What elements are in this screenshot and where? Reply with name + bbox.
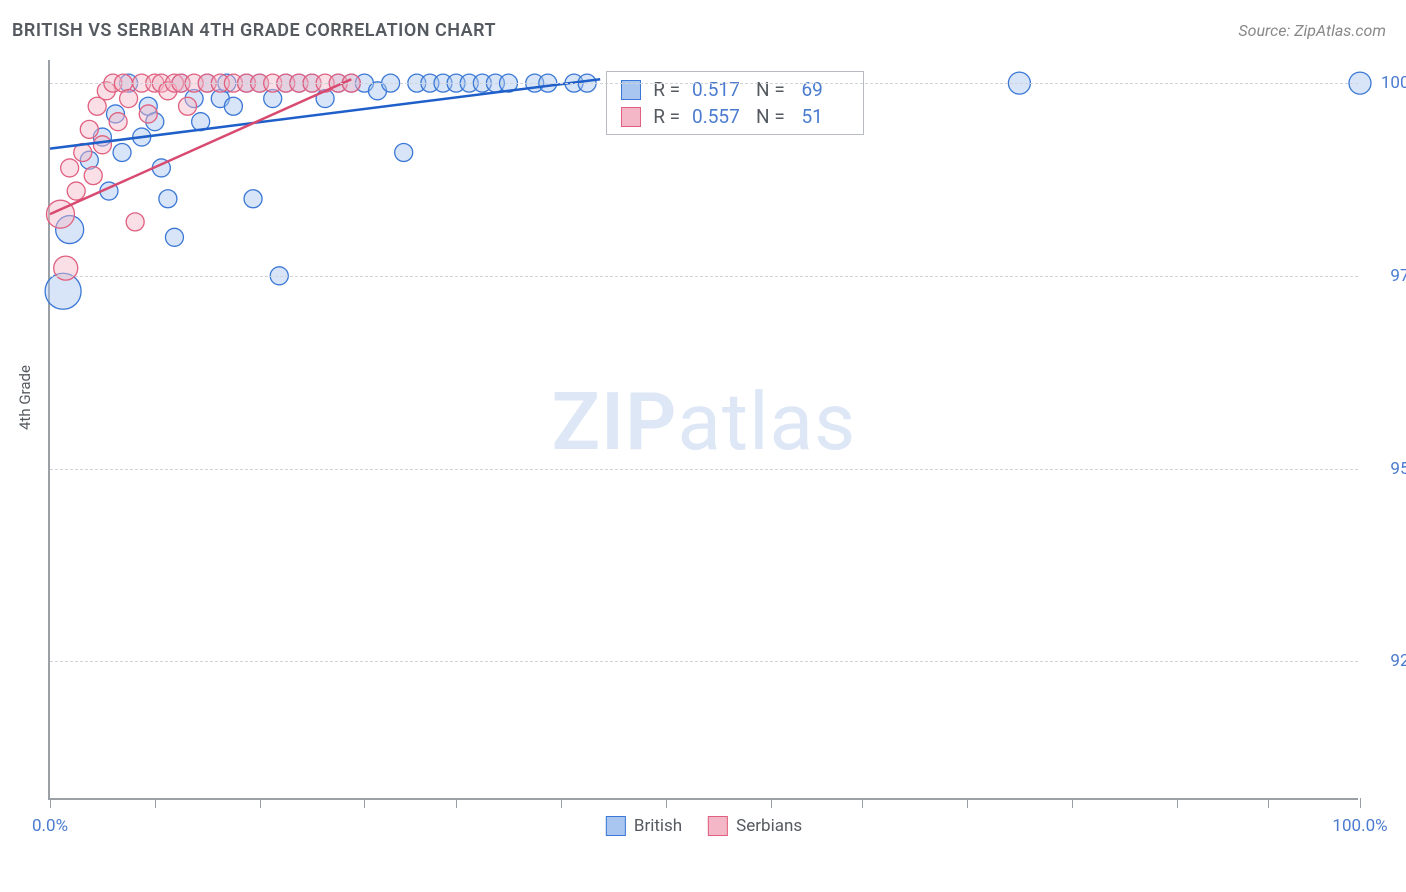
data-point xyxy=(244,190,262,208)
n-label: N = xyxy=(756,105,785,128)
header-row: BRITISH VS SERBIAN 4TH GRADE CORRELATION… xyxy=(12,20,1386,41)
x-tick xyxy=(1177,798,1178,808)
r-value: 0.517 xyxy=(692,78,744,101)
data-point xyxy=(61,159,79,177)
x-tick xyxy=(1268,798,1269,808)
chart-svg xyxy=(50,60,1358,798)
data-point xyxy=(67,182,85,200)
x-tick xyxy=(862,798,863,808)
x-tick xyxy=(1072,798,1073,808)
data-point xyxy=(80,120,98,138)
n-value: 69 xyxy=(797,78,849,101)
gridline xyxy=(50,661,1358,662)
legend-label: British xyxy=(634,816,682,836)
legend-swatch xyxy=(708,816,728,836)
bottom-legend: British Serbians xyxy=(606,816,802,836)
gridline xyxy=(50,276,1358,277)
y-tick-label: 95.0% xyxy=(1366,459,1406,479)
data-point xyxy=(93,136,111,154)
x-tick xyxy=(771,798,772,808)
legend-item: British xyxy=(606,816,682,836)
x-tick xyxy=(561,798,562,808)
source-label: Source: ZipAtlas.com xyxy=(1238,21,1386,40)
data-point xyxy=(126,213,144,231)
data-point xyxy=(165,228,183,246)
gridline xyxy=(50,83,1358,84)
x-tick xyxy=(260,798,261,808)
data-point xyxy=(159,190,177,208)
x-tick xyxy=(364,798,365,808)
legend-swatch xyxy=(621,107,641,127)
stats-legend-box: R = 0.517 N = 69 R = 0.557 N = 51 xyxy=(606,71,864,135)
stats-row: R = 0.517 N = 69 xyxy=(621,76,849,103)
x-tick-label: 100.0% xyxy=(1332,816,1387,836)
y-tick-label: 100.0% xyxy=(1366,73,1406,93)
chart-title: BRITISH VS SERBIAN 4TH GRADE CORRELATION… xyxy=(12,20,496,41)
data-point xyxy=(113,144,131,162)
data-point xyxy=(395,144,413,162)
y-axis-label: 4th Grade xyxy=(16,365,34,430)
y-tick-label: 97.5% xyxy=(1366,266,1406,286)
x-tick xyxy=(666,798,667,808)
data-point xyxy=(84,167,102,185)
x-tick xyxy=(155,798,156,808)
legend-item: Serbians xyxy=(708,816,802,836)
plot-area: ZIPatlas R =0.517N = 69R =0.557N = 51 Br… xyxy=(48,60,1358,800)
r-value: 0.557 xyxy=(692,105,744,128)
data-point xyxy=(139,105,157,123)
legend-swatch xyxy=(606,816,626,836)
data-point xyxy=(120,90,138,108)
stats-row: R = 0.557 N = 51 xyxy=(621,103,849,130)
gridline xyxy=(50,469,1358,470)
x-tick xyxy=(1360,798,1361,808)
x-tick xyxy=(50,798,51,808)
n-label: N = xyxy=(756,78,785,101)
r-label: R = xyxy=(653,105,680,128)
x-tick xyxy=(456,798,457,808)
r-label: R = xyxy=(653,78,680,101)
n-value: 51 xyxy=(797,105,849,128)
data-point xyxy=(224,97,242,115)
legend-label: Serbians xyxy=(736,816,802,836)
y-tick-label: 92.5% xyxy=(1366,651,1406,671)
data-point xyxy=(109,113,127,131)
x-tick xyxy=(967,798,968,808)
x-tick-label: 0.0% xyxy=(32,816,68,836)
data-point xyxy=(179,97,197,115)
